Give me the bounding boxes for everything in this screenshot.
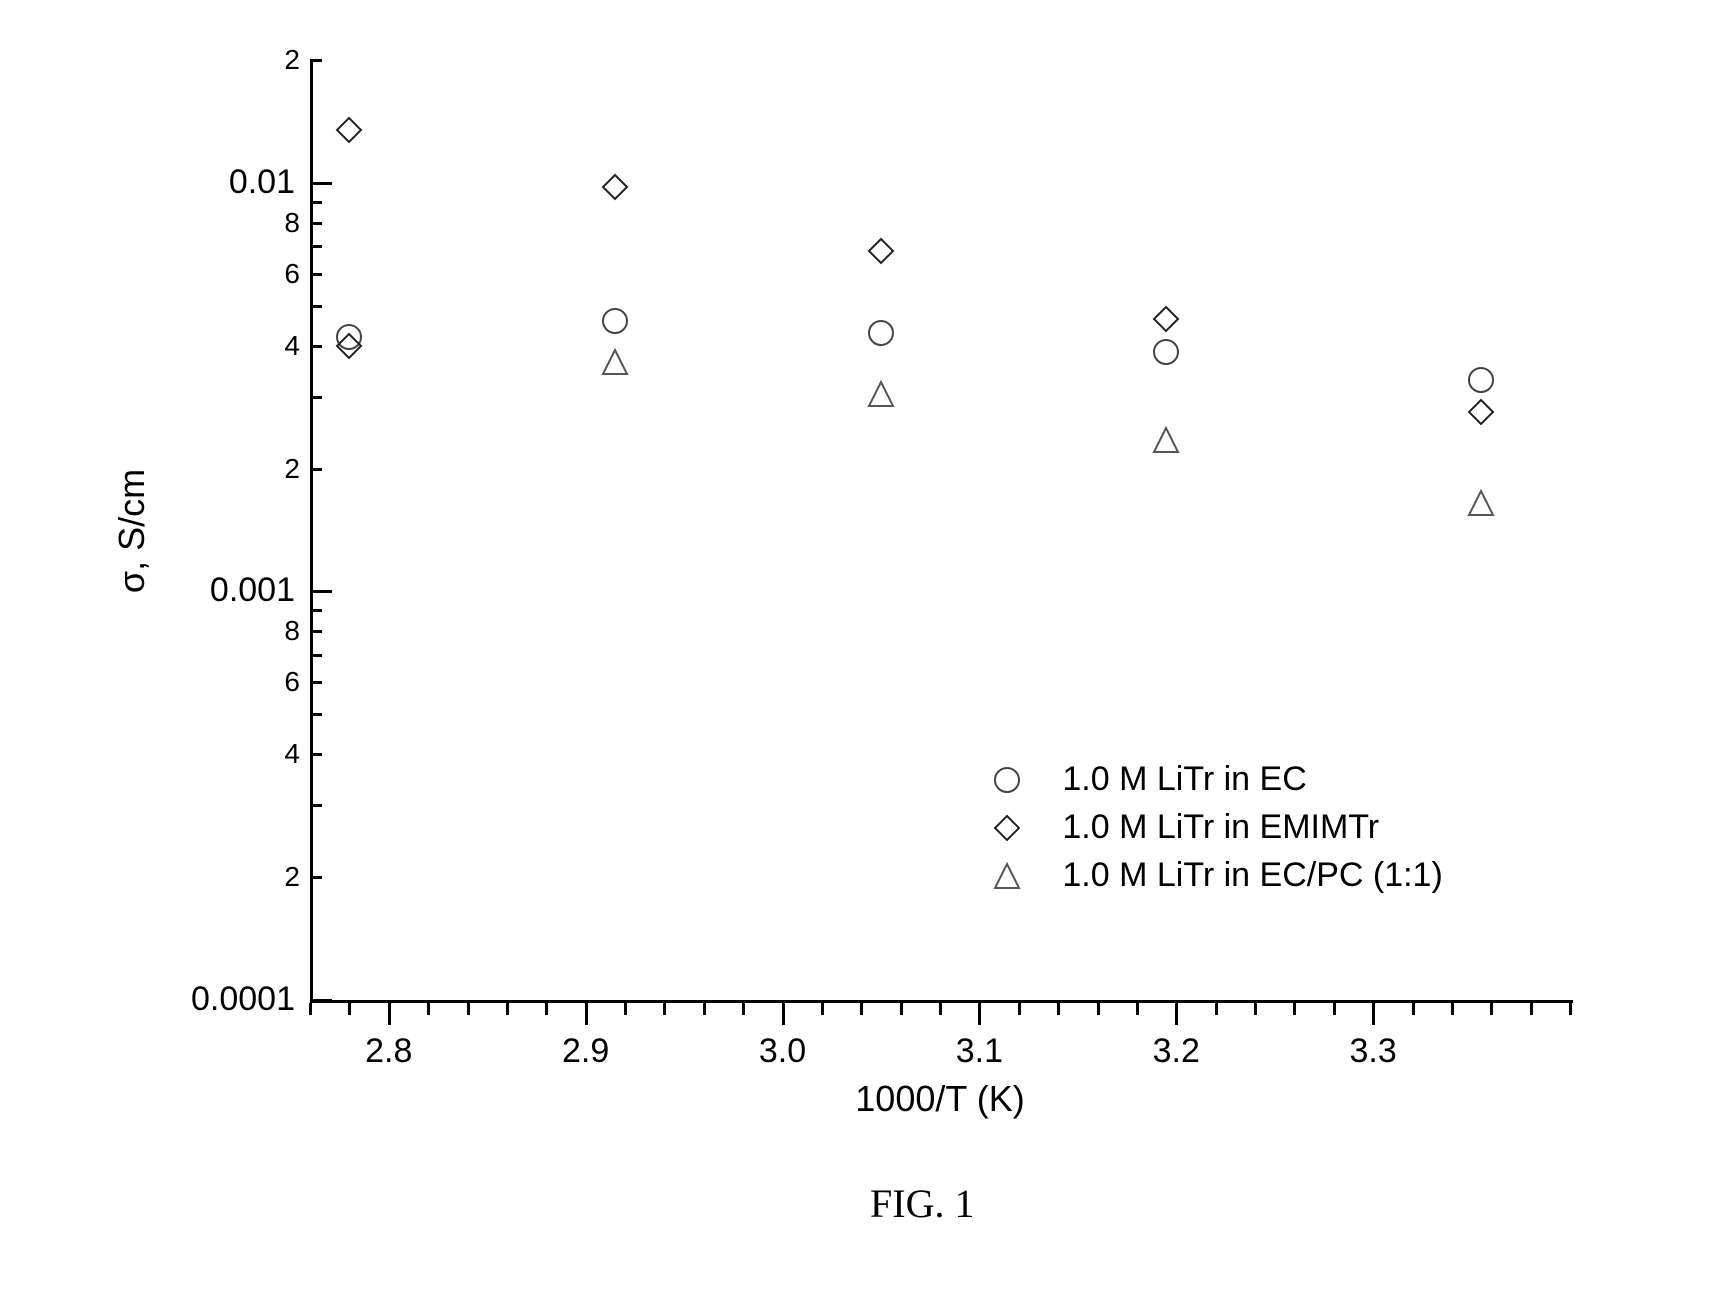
y-tick: [310, 609, 322, 612]
legend-label: 1.0 M LiTr in EC/PC (1:1): [1062, 856, 1442, 895]
x-tick: [939, 1003, 942, 1015]
x-tick: [1018, 1003, 1021, 1015]
y-tick: [310, 630, 322, 633]
x-tick: [663, 1003, 666, 1015]
y-multiplier-label: 6: [265, 666, 300, 698]
y-tick: [310, 753, 322, 756]
x-tick: [1412, 1003, 1415, 1015]
y-tick-label: 0.0001: [140, 980, 295, 1019]
diamond-icon: [990, 811, 1024, 845]
data-marker-circle: [601, 307, 629, 335]
y-multiplier-label: 4: [265, 738, 300, 770]
y-tick: [310, 396, 322, 399]
x-tick: [1372, 1003, 1375, 1025]
y-multiplier-label: 2: [265, 453, 300, 485]
x-tick: [978, 1003, 981, 1025]
y-tick-label: 0.001: [140, 571, 295, 610]
legend-row: 1.0 M LiTr in EMIMTr: [990, 804, 1442, 852]
data-marker-triangle: [1467, 489, 1495, 517]
y-tick: [310, 654, 322, 657]
y-tick: [310, 876, 322, 879]
x-tick: [742, 1003, 745, 1015]
y-tick: [310, 305, 322, 308]
data-marker-triangle: [867, 380, 895, 408]
y-tick: [310, 999, 332, 1002]
data-marker-diamond: [1467, 398, 1495, 426]
y-tick: [310, 273, 322, 276]
circle-icon: [990, 763, 1024, 797]
x-tick: [545, 1003, 548, 1015]
x-tick: [388, 1003, 391, 1025]
data-marker-diamond: [335, 332, 363, 360]
y-multiplier-label: 6: [265, 258, 300, 290]
x-tick: [900, 1003, 903, 1015]
x-tick-label: 3.1: [939, 1032, 1019, 1071]
y-tick: [310, 182, 332, 185]
x-tick: [1333, 1003, 1336, 1015]
x-tick: [585, 1003, 588, 1025]
x-tick: [1569, 1003, 1572, 1015]
y-tick: [310, 245, 322, 248]
y-tick: [310, 468, 322, 471]
x-tick: [427, 1003, 430, 1015]
x-tick: [1215, 1003, 1218, 1015]
legend-row: 1.0 M LiTr in EC/PC (1:1): [990, 852, 1442, 900]
y-tick: [310, 713, 322, 716]
y-tick-label: 0.01: [140, 163, 295, 202]
y-multiplier-label: 2: [265, 44, 300, 76]
x-tick: [1530, 1003, 1533, 1015]
data-marker-diamond: [601, 173, 629, 201]
x-tick: [860, 1003, 863, 1015]
y-multiplier-label: 4: [265, 330, 300, 362]
x-tick: [1490, 1003, 1493, 1015]
x-tick: [703, 1003, 706, 1015]
x-tick: [309, 1003, 312, 1015]
y-multiplier-label: 8: [265, 615, 300, 647]
x-tick: [1293, 1003, 1296, 1015]
x-tick: [782, 1003, 785, 1025]
y-tick: [310, 804, 322, 807]
y-multiplier-label: 8: [265, 207, 300, 239]
x-tick: [506, 1003, 509, 1015]
y-tick: [310, 222, 322, 225]
y-tick: [310, 59, 322, 62]
data-marker-circle: [867, 319, 895, 347]
data-marker-circle: [1467, 366, 1495, 394]
data-marker-diamond: [1152, 305, 1180, 333]
y-multiplier-label: 2: [265, 861, 300, 893]
data-marker-circle: [1152, 338, 1180, 366]
y-tick: [310, 590, 332, 593]
legend-row: 1.0 M LiTr in EC: [990, 756, 1442, 804]
x-tick-label: 3.3: [1333, 1032, 1413, 1071]
figure-caption: FIG. 1: [870, 1180, 974, 1227]
legend-label: 1.0 M LiTr in EMIMTr: [1062, 808, 1379, 847]
x-tick: [467, 1003, 470, 1015]
x-tick-label: 3.0: [743, 1032, 823, 1071]
x-tick-label: 2.8: [349, 1032, 429, 1071]
x-tick: [1175, 1003, 1178, 1025]
y-tick: [310, 681, 322, 684]
x-tick: [1254, 1003, 1257, 1015]
x-tick: [1136, 1003, 1139, 1015]
x-tick-label: 3.2: [1136, 1032, 1216, 1071]
x-tick-label: 2.9: [546, 1032, 626, 1071]
x-tick: [1057, 1003, 1060, 1015]
data-marker-diamond: [867, 237, 895, 265]
x-tick: [821, 1003, 824, 1015]
x-tick: [1451, 1003, 1454, 1015]
data-marker-diamond: [335, 116, 363, 144]
x-tick: [1097, 1003, 1100, 1015]
data-marker-triangle: [601, 348, 629, 376]
triangle-icon: [990, 859, 1024, 893]
y-axis-label: σ, S/cm: [111, 469, 153, 593]
x-tick: [348, 1003, 351, 1015]
y-tick: [310, 345, 322, 348]
legend-label: 1.0 M LiTr in EC: [1062, 760, 1306, 799]
x-axis-label: 1000/T (K): [820, 1078, 1060, 1120]
y-tick: [310, 201, 322, 204]
x-tick: [624, 1003, 627, 1015]
data-marker-triangle: [1152, 426, 1180, 454]
legend: 1.0 M LiTr in EC 1.0 M LiTr in EMIMTr 1.0 …: [990, 756, 1442, 900]
figure-container: 0.0001 0.001 0.01 2 4 6 8 2 4 6 8 2 2.8 2.9 3.0 3.1 3.2 3…: [0, 0, 1730, 1295]
